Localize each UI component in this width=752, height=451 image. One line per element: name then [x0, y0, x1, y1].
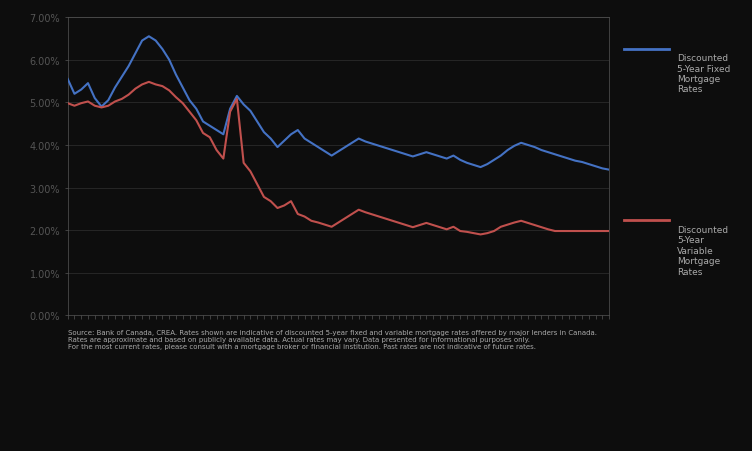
Discounted
5-Year
Variable
Mortgage
Rates [368, 212, 377, 218]
Line: Discounted
5-Year
Variable
Mortgage
Rates: Discounted 5-Year Variable Mortgage Rate… [68, 83, 609, 235]
Discounted
5-Year
Variable
Mortgage
Rates [63, 101, 72, 106]
Discounted
5-Year Fixed
Mortgage
Rates [63, 77, 72, 83]
Discounted
5-Year Fixed
Mortgage
Rates [510, 144, 519, 149]
Discounted
5-Year
Variable
Mortgage
Rates [408, 225, 417, 230]
Discounted
5-Year Fixed
Mortgage
Rates [557, 154, 566, 160]
Line: Discounted
5-Year Fixed
Mortgage
Rates: Discounted 5-Year Fixed Mortgage Rates [68, 37, 609, 170]
Discounted
5-Year
Variable
Mortgage
Rates [476, 232, 485, 238]
Text: Source: Bank of Canada, CREA. Rates shown are indicative of discounted 5-year fi: Source: Bank of Canada, CREA. Rates show… [68, 329, 596, 349]
Discounted
5-Year Fixed
Mortgage
Rates [469, 163, 478, 168]
Discounted
5-Year
Variable
Mortgage
Rates [544, 227, 553, 233]
Discounted
5-Year Fixed
Mortgage
Rates [368, 142, 377, 147]
Discounted
5-Year
Variable
Mortgage
Rates [564, 229, 573, 234]
Discounted
5-Year
Variable
Mortgage
Rates [517, 219, 526, 224]
Discounted
5-Year
Variable
Mortgage
Rates [144, 80, 153, 85]
Discounted
5-Year Fixed
Mortgage
Rates [408, 154, 417, 160]
Discounted
5-Year Fixed
Mortgage
Rates [605, 168, 614, 173]
Discounted
5-Year
Variable
Mortgage
Rates [469, 231, 478, 236]
Text: Discounted
5-Year
Variable
Mortgage
Rates: Discounted 5-Year Variable Mortgage Rate… [677, 226, 728, 276]
Discounted
5-Year
Variable
Mortgage
Rates [605, 229, 614, 234]
Discounted
5-Year Fixed
Mortgage
Rates [537, 148, 546, 153]
Discounted
5-Year Fixed
Mortgage
Rates [144, 34, 153, 40]
Text: Discounted
5-Year Fixed
Mortgage
Rates: Discounted 5-Year Fixed Mortgage Rates [677, 54, 730, 94]
